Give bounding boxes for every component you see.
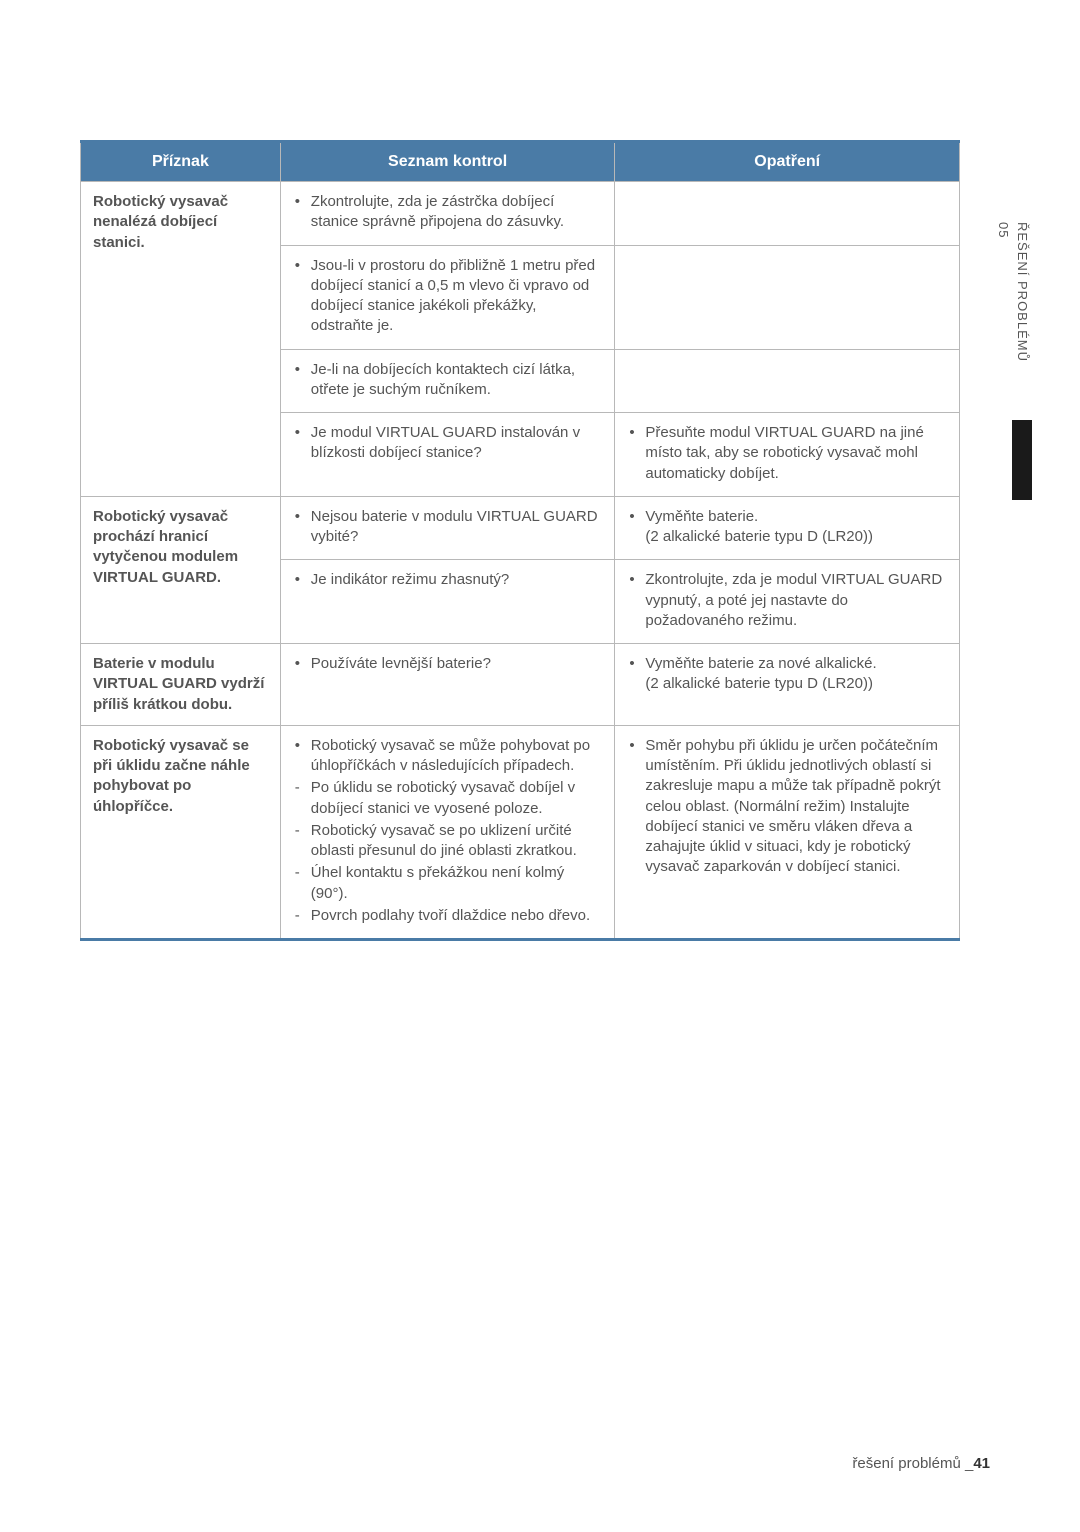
table-row: Baterie v modulu VIRTUAL GUARD vydrží př… [81, 644, 960, 726]
check-item: Jsou-li v prostoru do přibližně 1 metru … [293, 256, 603, 337]
action-cell [615, 349, 960, 413]
symptom-cell: Baterie v modulu VIRTUAL GUARD vydrží př… [81, 644, 281, 726]
action-cell [615, 245, 960, 349]
side-tab-number: 05 [994, 220, 1013, 364]
checklist-cell: Je indikátor režimu zhasnutý? [280, 560, 615, 644]
checklist-cell: Jsou-li v prostoru do přibližně 1 metru … [280, 245, 615, 349]
checklist-cell: Používáte levnější baterie? [280, 644, 615, 726]
action-cell: Přesuňte modul VIRTUAL GUARD na jiné mís… [615, 413, 960, 497]
table-row: Robotický vysavač prochází hranicí vytyč… [81, 496, 960, 560]
action-line: Vyměňte baterie za nové alkalické. [645, 655, 876, 672]
check-item: Je indikátor režimu zhasnutý? [293, 570, 603, 590]
check-item: Nejsou baterie v modulu VIRTUAL GUARD vy… [293, 507, 603, 548]
header-symptom: Příznak [81, 142, 281, 182]
footer-section: řešení problémů _ [852, 1455, 973, 1472]
troubleshooting-table: Příznak Seznam kontrol Opatření Robotick… [80, 140, 960, 941]
checklist-cell: Robotický vysavač se může pohybovat po ú… [280, 725, 615, 939]
action-cell: Vyměňte baterie za nové alkalické. (2 al… [615, 644, 960, 726]
action-item: Zkontrolujte, zda je modul VIRTUAL GUARD… [627, 570, 947, 631]
table-row: Robotický vysavač nenalézá dobíjecí stan… [81, 182, 960, 246]
action-cell: Zkontrolujte, zda je modul VIRTUAL GUARD… [615, 560, 960, 644]
page-footer: řešení problémů _41 [852, 1455, 990, 1472]
check-subitem: Robotický vysavač se po uklizení určité … [293, 821, 603, 862]
table-row: Robotický vysavač se při úklidu začne ná… [81, 725, 960, 939]
checklist-cell: Zkontrolujte, zda je zástrčka dobíjecí s… [280, 182, 615, 246]
symptom-cell: Robotický vysavač se při úklidu začne ná… [81, 725, 281, 939]
check-item: Je-li na dobíjecích kontaktech cizí látk… [293, 360, 603, 401]
action-cell [615, 182, 960, 246]
action-cell: Směr pohybu při úklidu je určen počátečn… [615, 725, 960, 939]
side-tab-label: ŘEŠENÍ PROBLÉMŮ [1013, 220, 1032, 364]
table-header-row: Příznak Seznam kontrol Opatření [81, 142, 960, 182]
check-item: Zkontrolujte, zda je zástrčka dobíjecí s… [293, 192, 603, 233]
action-line: (2 alkalické baterie typu D (LR20)) [645, 675, 873, 692]
symptom-cell: Robotický vysavač nenalézá dobíjecí stan… [81, 182, 281, 497]
page-content: Příznak Seznam kontrol Opatření Robotick… [0, 0, 1080, 941]
header-action: Opatření [615, 142, 960, 182]
checklist-cell: Je-li na dobíjecích kontaktech cizí látk… [280, 349, 615, 413]
check-item: Používáte levnější baterie? [293, 654, 603, 674]
footer-page-number: 41 [973, 1455, 990, 1472]
action-line: Vyměňte baterie. [645, 508, 758, 525]
check-subitem: Úhel kontaktu s překážkou není kolmý (90… [293, 863, 603, 904]
side-tab: 05 ŘEŠENÍ PROBLÉMŮ [994, 220, 1032, 364]
check-subitem: Po úklidu se robotický vysavač dobíjel v… [293, 778, 603, 819]
action-item: Směr pohybu při úklidu je určen počátečn… [627, 736, 947, 878]
action-item: Vyměňte baterie. (2 alkalické baterie ty… [627, 507, 947, 548]
checklist-cell: Nejsou baterie v modulu VIRTUAL GUARD vy… [280, 496, 615, 560]
header-checklist: Seznam kontrol [280, 142, 615, 182]
action-line: (2 alkalické baterie typu D (LR20)) [645, 528, 873, 545]
check-item: Robotický vysavač se může pohybovat po ú… [293, 736, 603, 777]
check-item: Je modul VIRTUAL GUARD instalován v blíz… [293, 423, 603, 464]
action-item: Přesuňte modul VIRTUAL GUARD na jiné mís… [627, 423, 947, 484]
symptom-cell: Robotický vysavač prochází hranicí vytyč… [81, 496, 281, 643]
action-cell: Vyměňte baterie. (2 alkalické baterie ty… [615, 496, 960, 560]
checklist-cell: Je modul VIRTUAL GUARD instalován v blíz… [280, 413, 615, 497]
action-item: Vyměňte baterie za nové alkalické. (2 al… [627, 654, 947, 695]
check-subitem: Povrch podlahy tvoří dlaždice nebo dřevo… [293, 906, 603, 926]
side-tab-marker [1012, 420, 1032, 500]
